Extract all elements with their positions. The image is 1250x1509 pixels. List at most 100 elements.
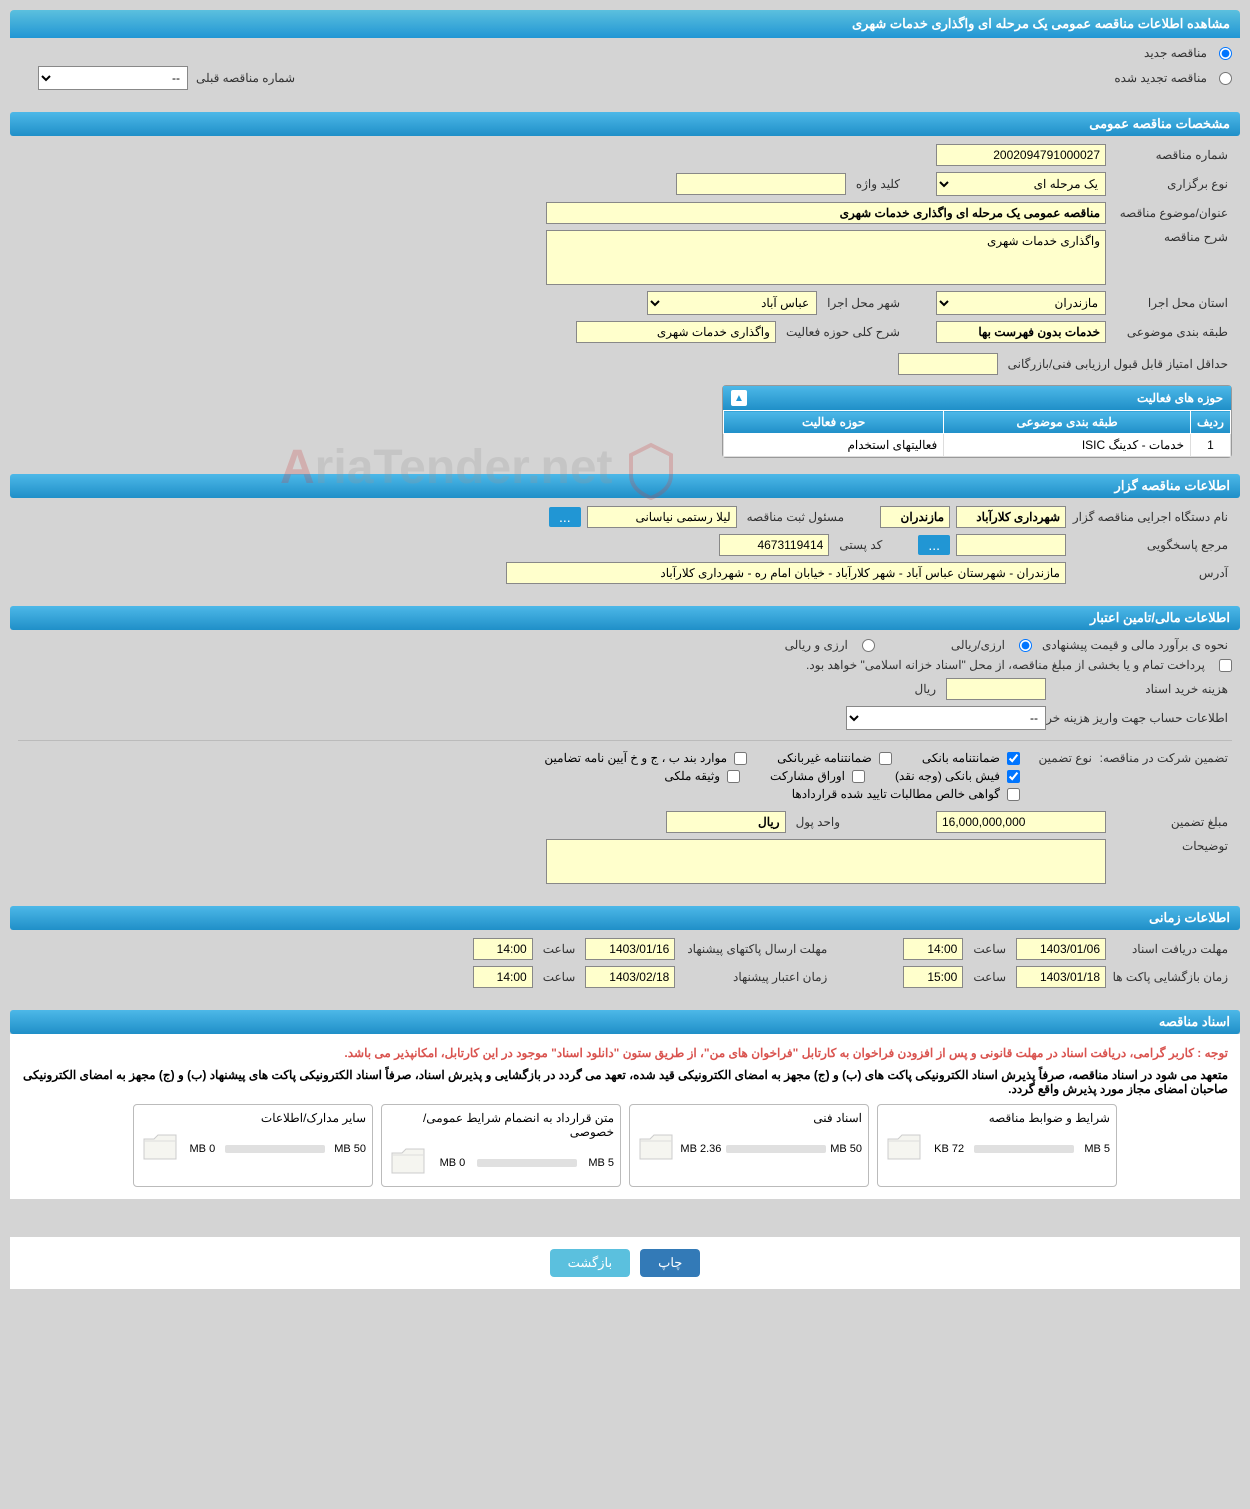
section-general-spec: مشخصات مناقصه عمومی [10,112,1240,136]
field-doc-cost [946,678,1046,700]
doc-progress [225,1145,325,1153]
doc-title: شرایط و ضوابط مناقصه [884,1111,1110,1125]
label-deadline: مهلت دریافت اسناد [1112,942,1232,956]
doc-progress [726,1145,826,1153]
label-validity: زمان اعتبار پیشنهاد [681,970,831,984]
label-open-time: ساعت [969,970,1010,984]
folder-icon[interactable] [636,1131,676,1166]
cb-nonbank[interactable] [879,752,892,765]
col-category: طبقه بندی موضوعی [944,411,1191,434]
label-desc: شرح مناقصه [1112,230,1232,244]
label-open: زمان بازگشایی پاکت ها [1112,970,1232,984]
cb-sec[interactable] [852,770,865,783]
select-province[interactable]: مازندران [936,291,1106,315]
label-payment-note: پرداخت تمام و یا بخشی از مبلغ مناقصه، از… [802,658,1209,672]
radio-both[interactable] [862,639,875,652]
doc-title: سایر مدارک/اطلاعات [140,1111,366,1125]
textarea-explanation [546,839,1106,884]
collapse-icon[interactable]: ▲ [731,390,747,406]
field-title: مناقصه عمومی یک مرحله ای واگذاری خدمات ش… [546,202,1106,224]
label-guarantee: تضمین شرکت در مناقصه: [1102,751,1232,765]
field-open-date: 1403/01/18 [1016,966,1106,988]
field-tender-number: 2002094791000027 [936,144,1106,166]
print-button[interactable]: چاپ [640,1249,700,1277]
label-reg-officer: مسئول ثبت مناقصه [743,510,848,524]
section-time: اطلاعات زمانی [10,906,1240,930]
folder-icon[interactable] [140,1131,180,1166]
activity-panel-title: حوزه های فعالیت [1137,391,1223,405]
field-response-ref [956,534,1066,556]
field-postal: 4673119414 [719,534,829,556]
label-renewed-tender: مناقصه تجدید شده [1110,71,1211,85]
lbl-fish: فیش بانکی (وجه نقد) [895,769,1000,783]
back-button[interactable]: بازگشت [550,1249,630,1277]
doc-used: 72 KB [934,1143,964,1155]
radio-new-tender[interactable] [1219,47,1232,60]
cb-bank[interactable] [1007,752,1020,765]
doc-progress [477,1159,577,1167]
label-deadline-time: ساعت [969,942,1010,956]
doc-max: 5 MB [588,1157,614,1169]
lookup-button-2[interactable]: ... [918,535,950,555]
cb-reg[interactable] [734,752,747,765]
checkbox-payment-note[interactable] [1219,659,1232,672]
label-keyword: کلید واژه [852,177,904,191]
doc-panel: شرایط و ضوابط مناقصه 5 MB 72 KB [877,1104,1117,1187]
label-account: اطلاعات حساب جهت واریز هزینه خرید اسناد [1052,711,1232,725]
label-min-score: حداقل امتیاز قابل قبول ارزیابی فنی/بازرگ… [1004,357,1232,371]
label-postal: کد پستی [835,538,886,552]
doc-max: 50 MB [334,1143,366,1155]
lbl-sec: اوراق مشارکت [770,769,845,783]
doc-title: اسناد فنی [636,1111,862,1125]
label-explanation: توضیحات [1112,839,1232,853]
cb-fish[interactable] [1007,770,1020,783]
doc-used: 2.36 MB [680,1143,721,1155]
label-validity-time: ساعت [539,970,580,984]
folder-icon[interactable] [388,1145,428,1180]
radio-rial[interactable] [1019,639,1032,652]
label-opt1: ارزی/ریالی [947,638,1009,652]
cb-prop[interactable] [727,770,740,783]
label-activity-desc: شرح کلی حوزه فعالیت [782,325,904,339]
field-org2: مازندران [880,506,950,528]
label-submit-time: ساعت [539,942,580,956]
field-guarantee-amount: 16,000,000,000 [936,811,1106,833]
activity-panel: حوزه های فعالیت ▲ ردیف طبقه بندی موضوعی … [722,385,1232,458]
label-org-name: نام دستگاه اجرایی مناقصه گزار [1072,510,1232,524]
field-org1: شهرداری کلارآباد [956,506,1066,528]
lookup-button[interactable]: ... [549,507,581,527]
field-min-score [898,353,998,375]
label-province: استان محل اجرا [1112,296,1232,310]
label-prev-number: شماره مناقصه قبلی [192,71,299,85]
field-validity-date: 1403/02/18 [585,966,675,988]
field-address: مازندران - شهرستان عباس آباد - شهر کلارآ… [506,562,1066,584]
lbl-reg: موارد بند ب ، ج و خ آیین نامه تضامین [544,751,727,765]
textarea-desc: واگذاری خدمات شهری [546,230,1106,285]
select-holding-type[interactable]: یک مرحله ای [936,172,1106,196]
cb-cert[interactable] [1007,788,1020,801]
cell-num: 1 [1191,434,1231,457]
field-open-time: 15:00 [903,966,963,988]
field-submit-date: 1403/01/16 [585,938,675,960]
select-prev-number[interactable]: -- [38,66,188,90]
label-response-ref: مرجع پاسخگویی [1072,538,1232,552]
doc-max: 5 MB [1084,1143,1110,1155]
label-estimate: نحوه ی برآورد مالی و قیمت پیشنهادی [1038,638,1232,652]
label-doc-cost: هزینه خرید اسناد [1052,682,1232,696]
select-city[interactable]: عباس آباد [647,291,817,315]
lbl-bank: ضمانتنامه بانکی [922,751,1000,765]
col-row: ردیف [1191,411,1231,434]
doc-max: 50 MB [830,1143,862,1155]
field-currency: ریال [666,811,786,833]
field-deadline-date: 1403/01/06 [1016,938,1106,960]
doc-used: 0 MB [440,1157,466,1169]
label-currency: واحد پول [792,815,844,829]
label-submit: مهلت ارسال پاکتهای پیشنهاد [681,942,831,956]
col-activity: حوزه فعالیت [724,411,944,434]
select-account[interactable]: -- [846,706,1046,730]
label-category: طبقه بندی موضوعی [1112,325,1232,339]
folder-icon[interactable] [884,1131,924,1166]
label-doc-cost-unit: ریال [910,682,940,696]
radio-renewed-tender[interactable] [1219,72,1232,85]
doc-used: 0 MB [190,1143,216,1155]
